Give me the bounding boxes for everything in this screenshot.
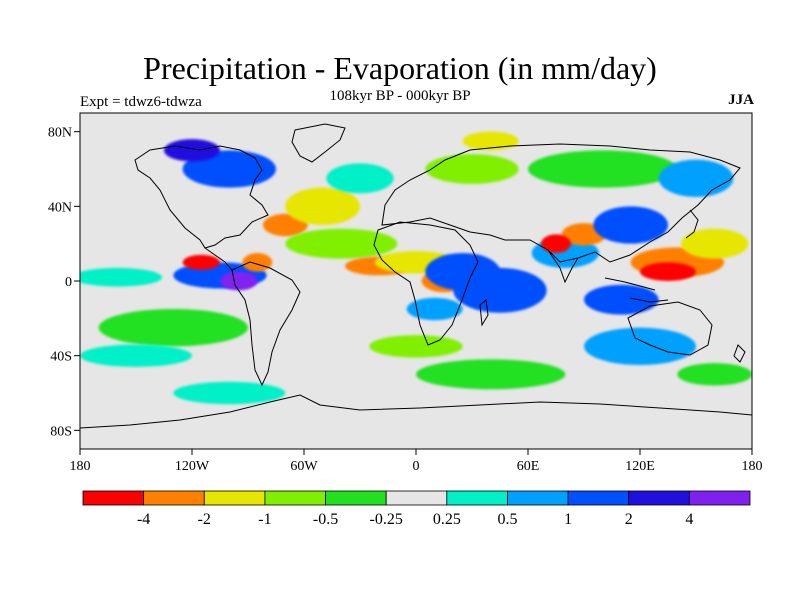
lat-tick-label: 40S [50, 350, 72, 365]
coastline-eurasia [381, 143, 741, 263]
colorbar-label: -4 [137, 511, 150, 528]
lat-tick-label: 80N [48, 126, 72, 141]
field-anomaly-19 [640, 262, 696, 281]
field-anomaly-16 [541, 234, 571, 254]
field-anomaly-28 [164, 139, 220, 162]
lon-tick-label: 120E [625, 459, 655, 474]
lon-tick-label: 180 [742, 459, 763, 474]
colorbar-swatch [82, 490, 145, 506]
colorbar-label: 2 [625, 511, 633, 528]
coastlines [80, 123, 752, 429]
field-anomaly-0 [80, 267, 163, 287]
coastline-japan [685, 209, 699, 239]
lat-tick-label: 40N [48, 200, 72, 215]
field-anomaly-30 [462, 131, 519, 151]
field-anomaly-17 [593, 206, 669, 244]
field-anomaly-33 [326, 163, 394, 194]
coastline-new-zealand [733, 344, 746, 363]
coastline-africa [373, 221, 479, 346]
field-anomaly-25 [416, 359, 566, 390]
coastline-central-america [204, 247, 233, 271]
colorbar-swatch [264, 490, 326, 506]
lon-tick-label: 60E [517, 459, 540, 474]
coastline-australia [627, 301, 713, 356]
field-anomaly-13 [406, 297, 463, 321]
colorbar-label: 1 [564, 511, 572, 528]
plot-title: Precipitation - Evaporation (in mm/day) [143, 50, 657, 86]
field-anomaly-3 [182, 254, 220, 270]
coastline-indonesia [604, 277, 669, 303]
field-anomaly-12 [453, 267, 547, 313]
colorbar-swatch [507, 490, 569, 506]
colorbar-label: -1 [258, 511, 271, 528]
colorbar-swatch [688, 490, 751, 506]
colorbar-label: -2 [198, 511, 211, 528]
field-anomaly-20 [584, 284, 659, 315]
plot-subtitle: 108kyr BP - 000kyr BP [329, 88, 471, 104]
longitude-axis: 180 120W 60W 0 60E 120E 180 [70, 449, 763, 474]
lat-tick-label: 0 [65, 275, 72, 290]
lon-tick-label: 120W [175, 459, 210, 474]
colorbar-swatch [628, 490, 690, 506]
lon-tick-label: 0 [413, 459, 420, 474]
field-anomaly-21 [681, 228, 749, 259]
field-anomaly-32 [658, 159, 734, 197]
field-anomaly-35 [677, 363, 752, 386]
coastline-greenland [291, 123, 346, 163]
colorbar-swatch [325, 490, 387, 506]
experiment-label: Expt = tdwz6-tdwza [80, 94, 202, 110]
field-anomaly-34 [173, 381, 286, 405]
field-anomaly-2 [220, 271, 258, 291]
colorbar-swatch [446, 490, 508, 506]
colorbar-swatch [143, 490, 205, 506]
field-anomaly-6 [285, 187, 360, 225]
colorbar-label: 0.25 [433, 511, 461, 528]
field-anomaly-31 [528, 150, 678, 188]
colorbar-swatch [385, 490, 448, 506]
coastline-antarctica [80, 394, 752, 429]
field-layer [80, 131, 752, 405]
coastline-india [547, 249, 579, 284]
colorbar-label: -0.25 [370, 511, 403, 528]
colorbar-label: -0.5 [313, 511, 338, 528]
colorbar-swatch [203, 490, 266, 506]
colorbar-label: 4 [685, 511, 693, 528]
field-anomaly-29 [425, 154, 519, 184]
colorbar-label: 0.5 [497, 511, 517, 528]
colorbar-swatch [567, 490, 630, 506]
field-anomaly-4 [242, 253, 273, 272]
field-anomaly-26 [369, 335, 463, 358]
field-anomaly-23 [98, 309, 249, 347]
lat-tick-label: 80S [50, 424, 72, 439]
colorbar: -4 -2 -1 -0.5 -0.25 0.25 0.5 1 2 4 [82, 490, 751, 528]
lon-tick-label: 60W [290, 459, 318, 474]
lon-tick-label: 180 [70, 459, 91, 474]
season-label: JJA [728, 92, 754, 108]
coastline-north-america [134, 145, 269, 249]
field-anomaly-24 [80, 344, 192, 367]
field-anomaly-22 [584, 327, 696, 366]
coastline-madagascar [479, 299, 489, 327]
coastline-south-america [231, 261, 301, 387]
field-anomaly-7 [285, 228, 398, 259]
latitude-axis: 80N 40N 0 40S 80S [48, 126, 80, 439]
